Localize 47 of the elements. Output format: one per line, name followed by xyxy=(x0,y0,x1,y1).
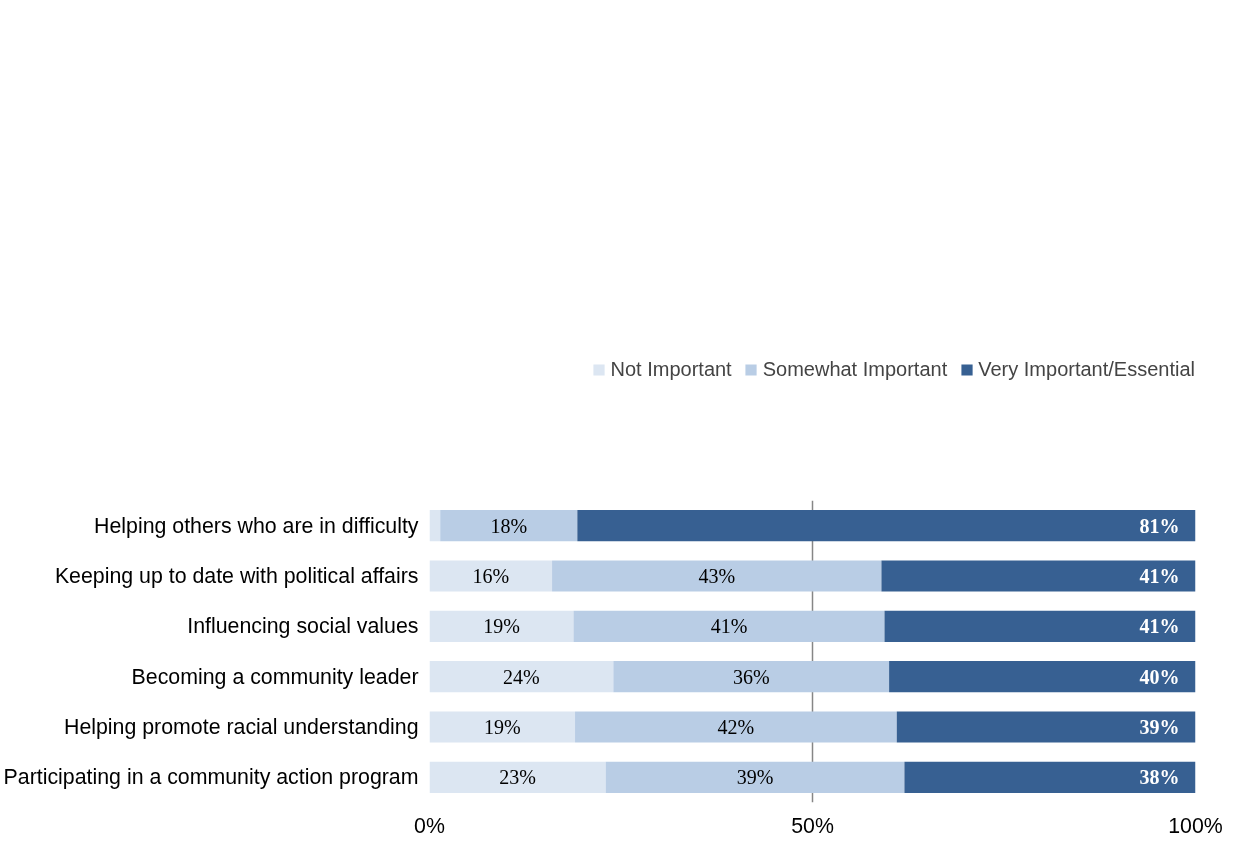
bar xyxy=(429,560,553,592)
y-tick-label: Helping promote racial understanding xyxy=(64,715,419,739)
x-tick-label: 100% xyxy=(1168,813,1223,838)
bar xyxy=(429,510,441,542)
y-tick-label: Participating in a community action program xyxy=(3,765,419,790)
y-tick-label: Keeping up to date with political affairs xyxy=(54,564,419,588)
bar xyxy=(896,711,1196,743)
bar xyxy=(889,661,1196,693)
bar xyxy=(575,711,897,743)
y-tick-label: Helping others who are in difficulty xyxy=(94,513,419,538)
data-label: 39% xyxy=(1139,716,1180,738)
data-label: 38% xyxy=(1139,766,1180,789)
bar xyxy=(440,510,578,542)
legend-label: Very Important/Essential xyxy=(978,357,1195,381)
y-tick-label: Influencing social values xyxy=(187,614,419,639)
x-tick-label: 0% xyxy=(414,813,445,838)
data-label: 81% xyxy=(1139,514,1180,537)
bar xyxy=(904,761,1196,793)
bar xyxy=(429,661,614,693)
legend-label: Not Important xyxy=(610,357,732,381)
bar xyxy=(613,661,890,693)
legend-label: Somewhat Important xyxy=(762,357,948,381)
data-label: 41% xyxy=(710,615,748,638)
bar xyxy=(573,610,885,642)
bar xyxy=(884,610,1196,642)
data-label: 42% xyxy=(717,716,755,738)
data-label: 19% xyxy=(483,716,521,738)
bar xyxy=(429,711,576,743)
bar xyxy=(605,761,905,793)
x-tick-label: 50% xyxy=(791,813,834,838)
bar xyxy=(429,761,606,793)
bar xyxy=(429,610,574,642)
data-label: 41% xyxy=(1139,615,1180,638)
data-label: 24% xyxy=(503,665,540,688)
data-label: 40% xyxy=(1139,665,1180,688)
data-label: 41% xyxy=(1139,565,1180,587)
data-label: 39% xyxy=(736,766,774,789)
data-label: 19% xyxy=(483,615,520,638)
data-label: 18% xyxy=(490,514,528,537)
data-label: 23% xyxy=(499,766,536,789)
bar xyxy=(577,510,1196,542)
y-tick-label: Becoming a community leader xyxy=(131,664,419,689)
data-label: 16% xyxy=(472,565,510,587)
bar xyxy=(881,560,1196,592)
bar xyxy=(552,560,882,592)
data-label: 36% xyxy=(732,665,770,688)
data-label: 43% xyxy=(698,565,736,587)
